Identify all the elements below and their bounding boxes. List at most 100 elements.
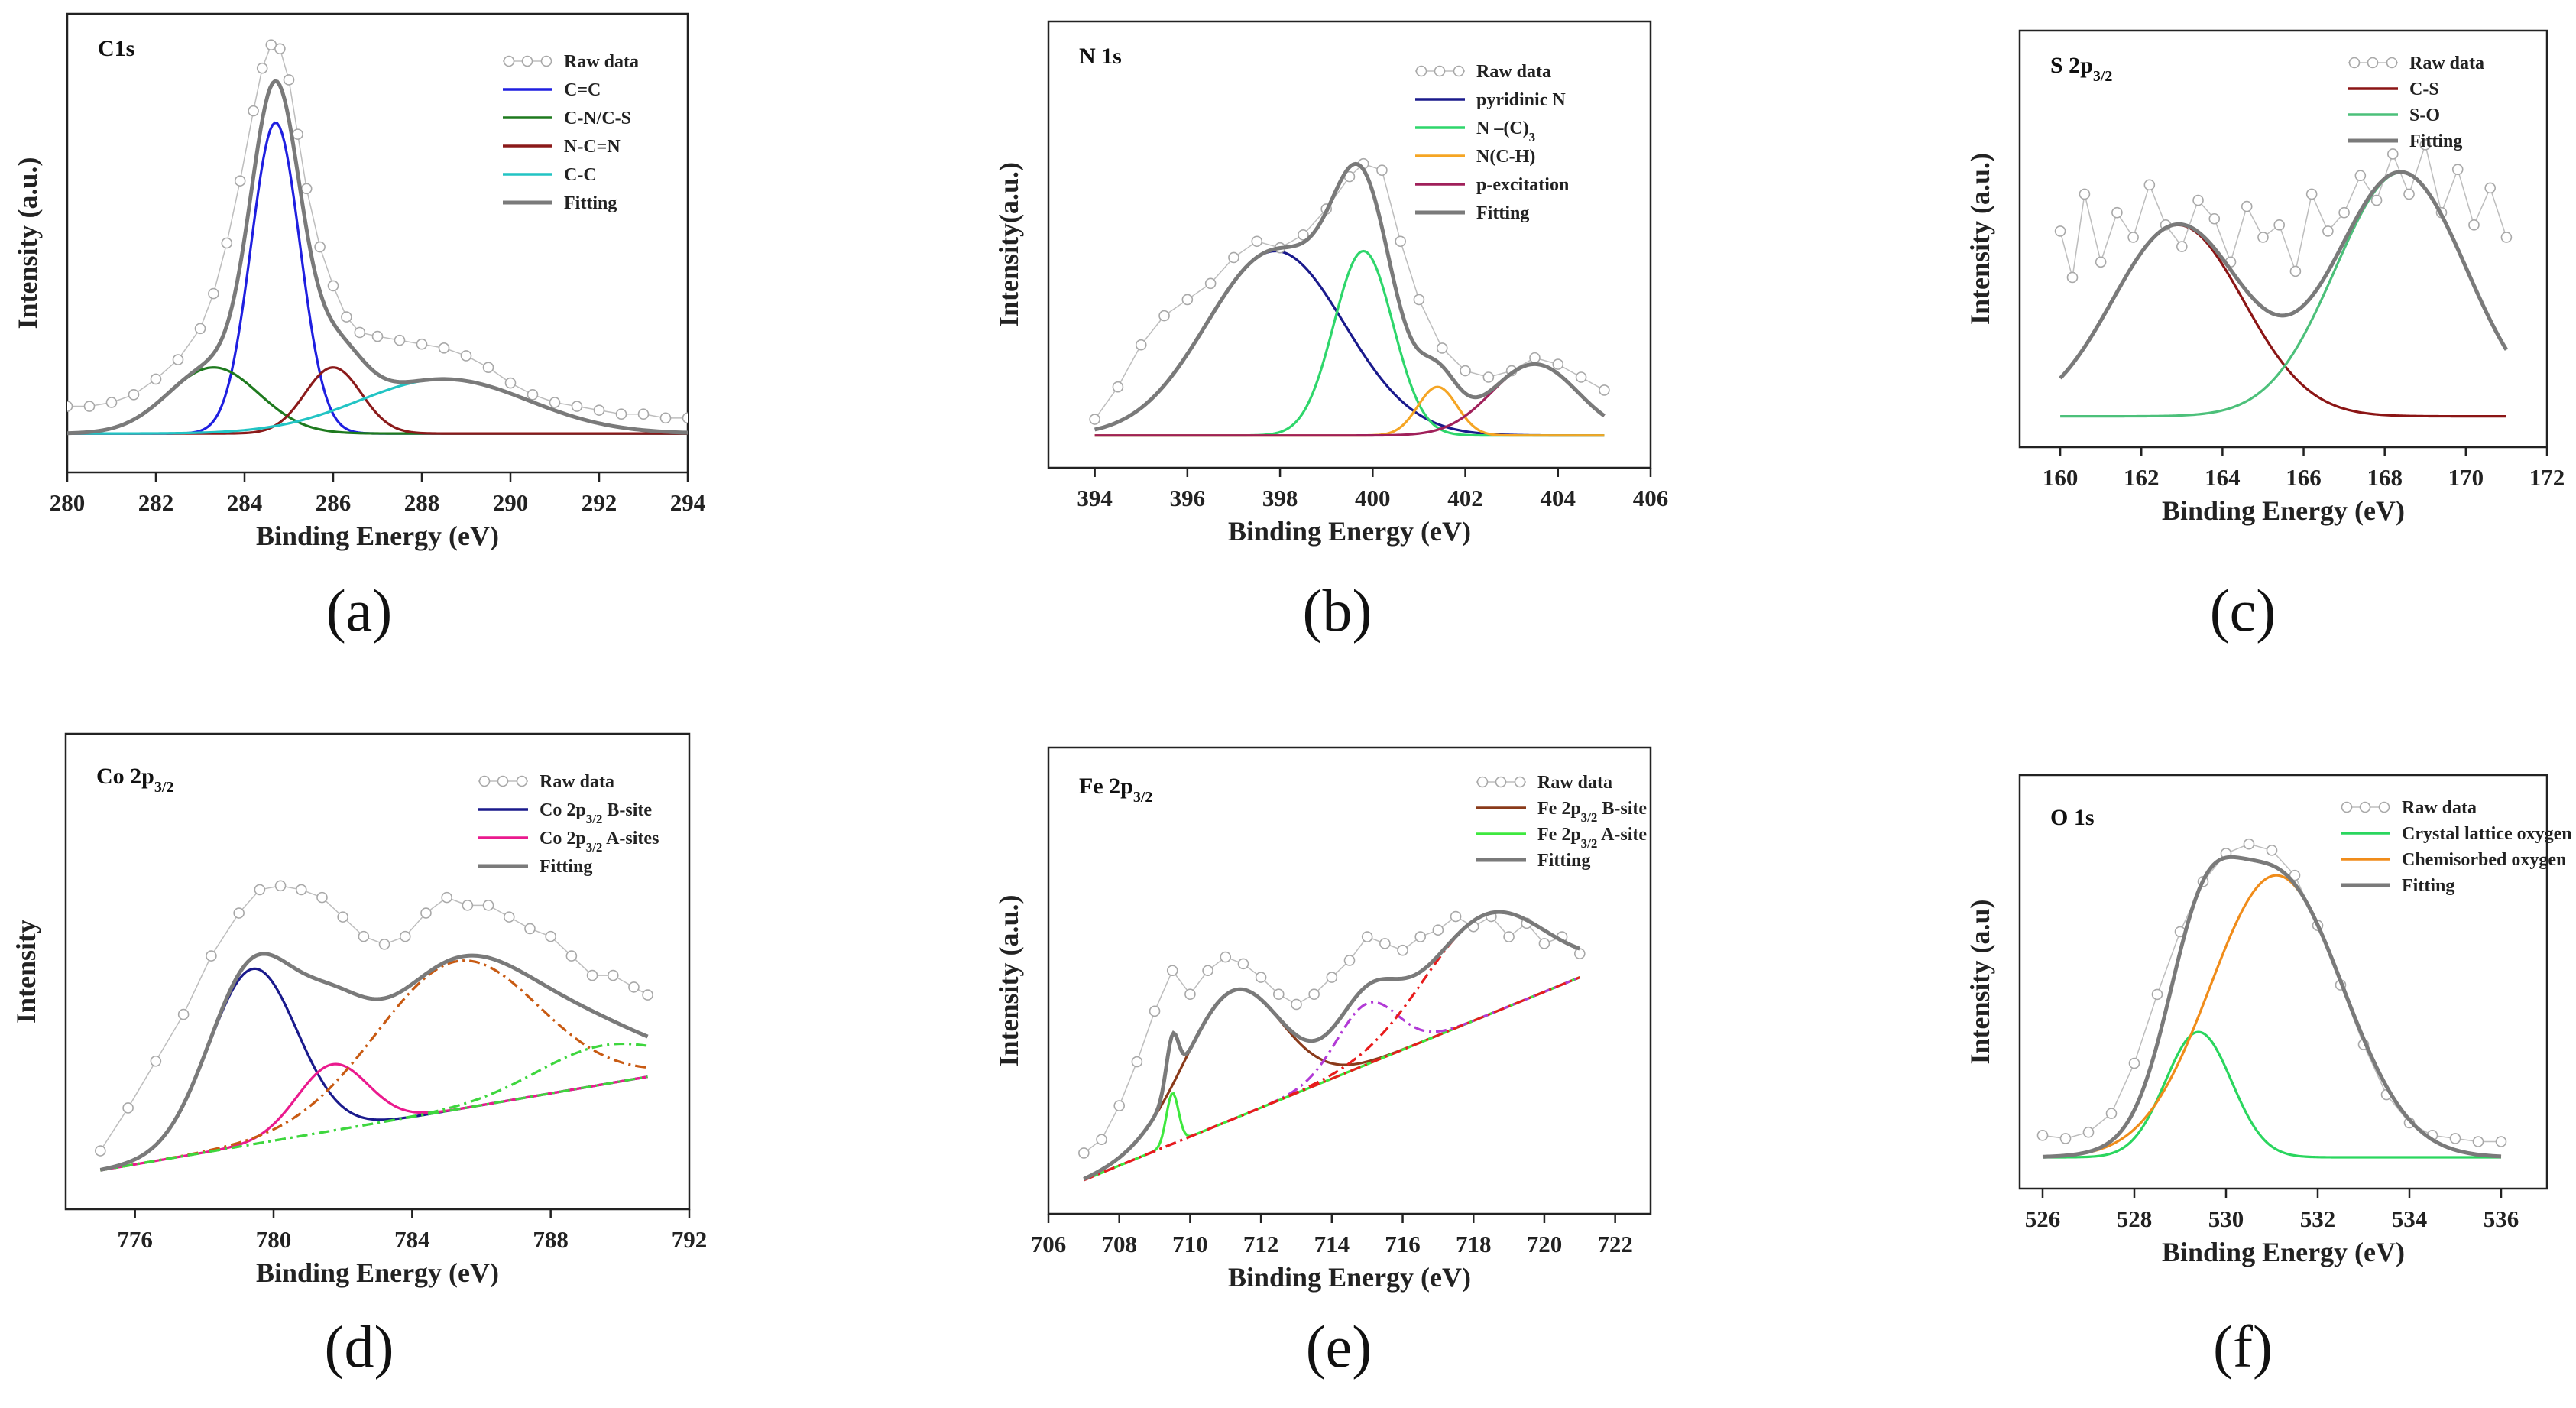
raw-data-point [371,330,384,342]
raw-data-point [2500,232,2513,243]
chart-panel-d: 776 780 784 788 792 Binding Energy (eV) Intens… [11,732,707,1380]
raw-data-point [2143,179,2156,191]
legend-label: Raw data [1537,773,1612,793]
raw-data-point [394,334,406,346]
legend-marker [2378,801,2390,813]
legend-label: Fitting [2402,876,2454,896]
legend-label: Co 2p3/2 B-site [540,800,652,826]
fitting-curve [1094,161,1606,432]
legend-label: Fitting [1537,851,1590,871]
raw-data-point [1397,944,1408,956]
legend-label: Fe 2p3/2 A-site [1537,825,1647,851]
x-tick-label: 784 [394,1226,430,1253]
raw-data-point [527,389,539,401]
panel-title: Co 2p3/2 [96,764,173,796]
raw-data-point [593,404,605,416]
raw-data-point [2289,869,2301,881]
legend-label: N-C=N [564,137,621,157]
raw-data-point [337,911,348,923]
raw-data-point [1482,371,1495,383]
panel-tag: (d) [325,1313,394,1380]
x-tick-label: 394 [1077,485,1113,511]
x-tick-label: 398 [1262,485,1298,511]
legend-label: Fitting [564,193,617,213]
raw-data-point [1575,371,1587,383]
raw-data-point [67,401,73,412]
raw-data-point [1202,965,1213,977]
raw-data-point [234,175,246,187]
raw-data-point [1237,958,1249,970]
x-tick-label: 532 [2300,1205,2336,1232]
raw-data-point [1131,1056,1143,1068]
raw-data-point [2449,1133,2461,1144]
raw-data-point [2066,271,2079,284]
panel-tag: (f) [2213,1313,2273,1380]
fitting-curve [2059,170,2509,380]
raw-data-point [1361,931,1373,942]
x-tick-label: 714 [1314,1231,1350,1257]
raw-data-point [1291,998,1302,1011]
x-axis-title: Binding Energy (eV) [256,521,499,551]
legend-label: Fitting [540,857,592,877]
x-tick-label: 716 [1385,1231,1421,1257]
y-axis-title: Intensity (a.u) [1965,899,1995,1064]
x-tick-label: 722 [1597,1231,1633,1257]
raw-data-point [420,907,432,919]
x-tick-label: 162 [2124,464,2160,491]
raw-data-point [274,880,287,892]
raw-data-point [1376,164,1388,176]
raw-data-point [2322,225,2334,237]
y-axis-title: Intensity (a.u.) [1965,153,1995,325]
component-curve-1 [2059,223,2506,418]
panel-tag: (b) [1303,577,1372,644]
raw-data-point [2082,1126,2095,1138]
raw-data-point [2192,194,2204,206]
x-tick-label: 706 [1031,1231,1067,1257]
raw-data-point [545,930,556,942]
raw-data-point [314,241,326,253]
x-tick-label: 788 [533,1226,569,1253]
legend-label: C-S [2409,79,2439,99]
x-tick-label: 780 [256,1226,292,1253]
raw-data-point [105,397,118,408]
raw-data-point [642,989,653,1001]
plot-frame [66,12,689,474]
raw-data-point [1395,235,1406,248]
raw-data-point [1272,988,1285,1000]
raw-data-point [1255,972,1267,983]
legend: Raw data pyridinic N N –(C)3 N(C-H) p-excita… [1415,62,1569,223]
raw-data-line [67,44,688,419]
raw-data-point [1228,251,1239,264]
raw-data-point [416,338,428,350]
raw-data-point [206,950,217,962]
fitting-curve [67,79,688,436]
panel-tag: (e) [1306,1313,1372,1380]
raw-data-point [586,969,598,981]
plot-area [95,880,653,1172]
x-tick-label: 402 [1447,485,1483,511]
component-curve-1 [2042,1030,2501,1159]
x-tick-label: 534 [2392,1205,2428,1232]
raw-data-point [2257,232,2269,243]
raw-data-point [1436,342,1448,354]
raw-data-point [1414,931,1427,942]
raw-data-point [1166,965,1178,977]
raw-data-point [1326,972,1338,983]
raw-data-point [1184,988,1196,1000]
legend-label: Raw data [564,52,639,72]
legend-marker [521,55,533,67]
raw-data-point [2127,232,2139,243]
raw-data-point [607,969,619,981]
raw-data-point [122,1102,134,1114]
x-tick-label: 536 [2484,1205,2519,1232]
x-tick-label: 294 [670,489,706,516]
legend: Raw data C-S S-O Fitting [2348,54,2484,151]
y-axis-title: Intensity (a.u.) [993,894,1024,1066]
legend-marker [497,775,509,787]
component-curve-3 [1094,385,1605,437]
raw-data-point [295,884,307,896]
x-axis-title: Binding Energy (eV) [2162,1237,2405,1267]
x-tick-label: 526 [2025,1205,2061,1232]
raw-data-point [2241,200,2253,212]
